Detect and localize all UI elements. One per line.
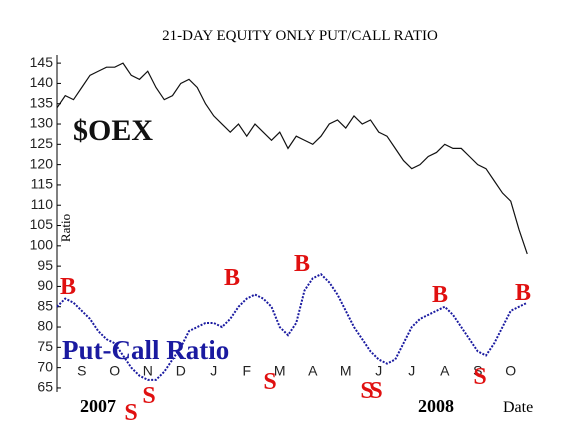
y-tick-label: 80	[37, 318, 53, 334]
x-tick-label: M	[340, 363, 352, 379]
x-axis-label: Date	[503, 399, 533, 416]
x-tick-label: J	[408, 363, 415, 379]
series-line	[56, 273, 528, 381]
x-tick-label: S	[77, 363, 86, 379]
x-tick-label: S	[473, 363, 482, 379]
x-tick-label: A	[440, 363, 450, 379]
annotation: S	[142, 383, 155, 409]
annotation: B	[294, 251, 310, 277]
annotation: S	[473, 364, 486, 390]
y-tick-label: 85	[37, 297, 53, 313]
series-label: Put-Call Ratio	[62, 335, 229, 365]
series-label: $OEX	[73, 114, 153, 147]
y-tick-label: 95	[37, 257, 53, 273]
y-tick-label: 100	[30, 237, 54, 253]
x-tick-label: J	[210, 363, 217, 379]
y-tick-label: 115	[31, 176, 54, 192]
annotation: B	[224, 265, 240, 291]
y-tick-label: 130	[30, 115, 54, 131]
y-tick-label: 120	[30, 155, 54, 171]
annotation: S	[369, 378, 382, 404]
y-tick-label: 125	[30, 135, 54, 151]
annotation: S	[263, 369, 276, 395]
x-tick-label: A	[308, 363, 318, 379]
annotation: B	[515, 280, 531, 306]
x-tick-label: D	[176, 363, 186, 379]
x-tick-label: N	[143, 363, 153, 379]
y-tick-label: 105	[30, 216, 54, 232]
x-tick-label: M	[274, 363, 286, 379]
y-tick-label: 145	[30, 54, 54, 70]
y-axis-label: Ratio	[58, 214, 73, 242]
year-label: 2007	[80, 396, 116, 416]
annotation: B	[432, 282, 448, 308]
y-tick-label: 70	[37, 358, 53, 374]
year-label: 2008	[418, 396, 454, 416]
annotation: S	[360, 378, 373, 404]
y-tick-label: 75	[37, 338, 53, 354]
y-tick-label: 135	[30, 94, 54, 110]
y-tick-label: 110	[31, 196, 54, 212]
annotation: B	[60, 274, 76, 300]
x-tick-label: O	[109, 363, 120, 379]
x-tick-label: O	[505, 363, 516, 379]
annotation: S	[124, 400, 137, 426]
series-line	[56, 62, 528, 255]
y-tick-label: 140	[30, 74, 54, 90]
y-tick-label: 90	[37, 277, 53, 293]
x-tick-label: F	[242, 363, 251, 379]
y-tick-label: 65	[37, 379, 53, 395]
x-tick-label: J	[375, 363, 382, 379]
chart-title: 21-DAY EQUITY ONLY PUT/CALL RATIO	[162, 28, 438, 44]
